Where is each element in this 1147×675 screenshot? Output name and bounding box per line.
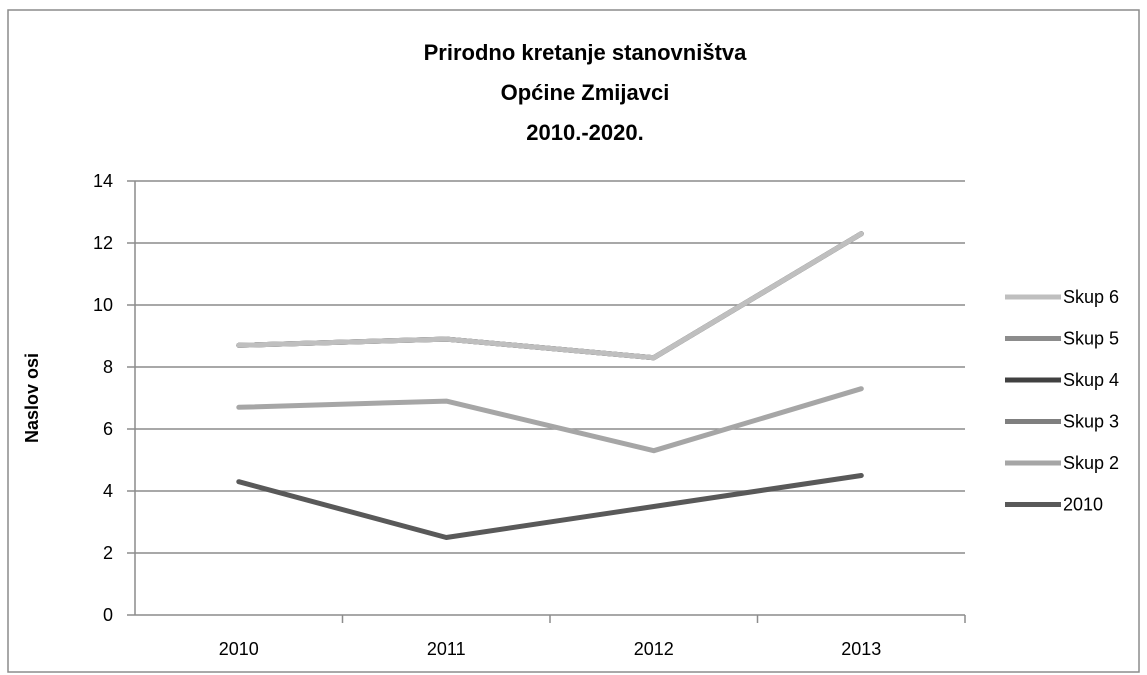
- y-axis-title: Naslov osi: [22, 353, 42, 443]
- y-tick-label: 14: [93, 171, 113, 191]
- x-axis-ticks: 2010 2011 2012 2013: [219, 615, 966, 659]
- legend-label: Skup 3: [1063, 412, 1119, 432]
- series-line-skup-2: [236, 386, 864, 454]
- y-tick-label: 0: [103, 605, 113, 625]
- chart-border: [7, 9, 1140, 673]
- x-tick-label: 2010: [219, 639, 259, 659]
- series-line-skup-6: [236, 231, 864, 361]
- legend-label: Skup 5: [1063, 329, 1119, 349]
- legend-label: Skup 4: [1063, 370, 1119, 390]
- y-tick-label: 10: [93, 295, 113, 315]
- legend: Skup 6 Skup 5 Skup 4 Skup 3 Skup 2 2010: [1005, 287, 1119, 515]
- chart-title-line-1: Prirodno kretanje stanovništva: [424, 40, 748, 65]
- y-tick-label: 8: [103, 357, 113, 377]
- y-tick-label: 12: [93, 233, 113, 253]
- series-line-2010: [236, 473, 864, 540]
- legend-label: 2010: [1063, 495, 1103, 515]
- x-tick-label: 2012: [634, 639, 674, 659]
- series-lines: [236, 231, 864, 540]
- y-axis-ticks: 0 2 4 6 8 10 12 14: [93, 171, 113, 625]
- x-tick-label: 2013: [841, 639, 881, 659]
- y-tick-label: 2: [103, 543, 113, 563]
- y-tick-label: 4: [103, 481, 113, 501]
- chart-title-line-2: Općine Zmijavci: [501, 80, 670, 105]
- x-tick-label: 2011: [427, 639, 466, 659]
- chart-title-line-3: 2010.-2020.: [526, 120, 643, 145]
- legend-label: Skup 2: [1063, 453, 1119, 473]
- gridlines: [127, 180, 965, 616]
- y-tick-label: 6: [103, 419, 113, 439]
- legend-label: Skup 6: [1063, 287, 1119, 307]
- chart-title: Prirodno kretanje stanovništva Općine Zm…: [424, 40, 748, 145]
